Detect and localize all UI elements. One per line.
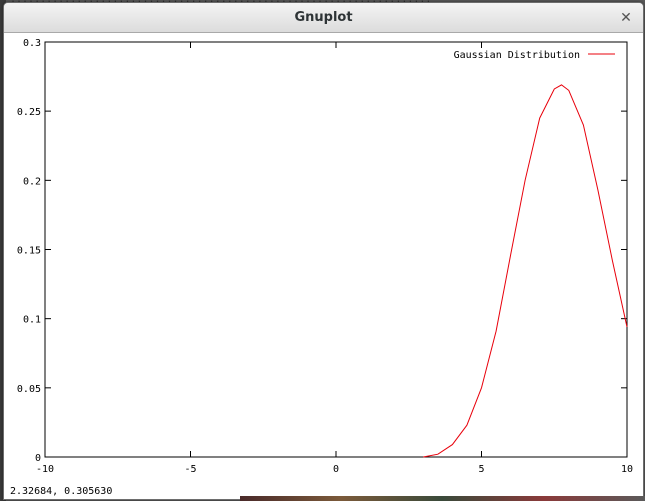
y-tick-label: 0.05 [17,384,41,395]
x-tick-label: -10 [36,464,54,475]
y-tick-label: 0 [35,453,41,464]
plot-area[interactable]: -10 -5 0 5 10 0 0.05 0.1 0.15 0.2 0.25 0.3 Gaussian … [4,33,643,499]
y-tick-label: 0.3 [23,38,41,49]
desktop-bottom-edge [240,496,645,501]
y-tick-label: 0.1 [23,315,41,326]
x-tick-label: -5 [184,464,196,475]
close-button[interactable]: ✕ [615,7,637,29]
x-tick-label: 10 [621,464,633,475]
title-bar[interactable]: Gnuplot ✕ [4,3,643,33]
y-tick-label: 0.25 [17,107,41,118]
close-icon: ✕ [620,10,632,26]
chart-canvas: -10 -5 0 5 10 0 0.05 0.1 0.15 0.2 0.25 0.3 Gaussian … [17,38,633,475]
window-title: Gnuplot [294,10,353,25]
x-tick-label: 5 [478,464,484,475]
y-tick-label: 0.2 [23,176,41,187]
background-window-text: ........................................… [10,0,430,2]
gnuplot-window: Gnuplot ✕ -10 -5 0 5 10 0 0.05 0.1 0.15 0.2 0.25 0.… [3,2,644,500]
series-line-gaussian [423,84,628,458]
y-tick-label: 0.15 [17,246,41,257]
x-tick-label: 0 [333,464,339,475]
mouse-coordinates-readout: 2.32684, 0.305630 [10,486,113,497]
legend-label: Gaussian Distribution [454,50,580,61]
plot-frame [44,41,628,458]
